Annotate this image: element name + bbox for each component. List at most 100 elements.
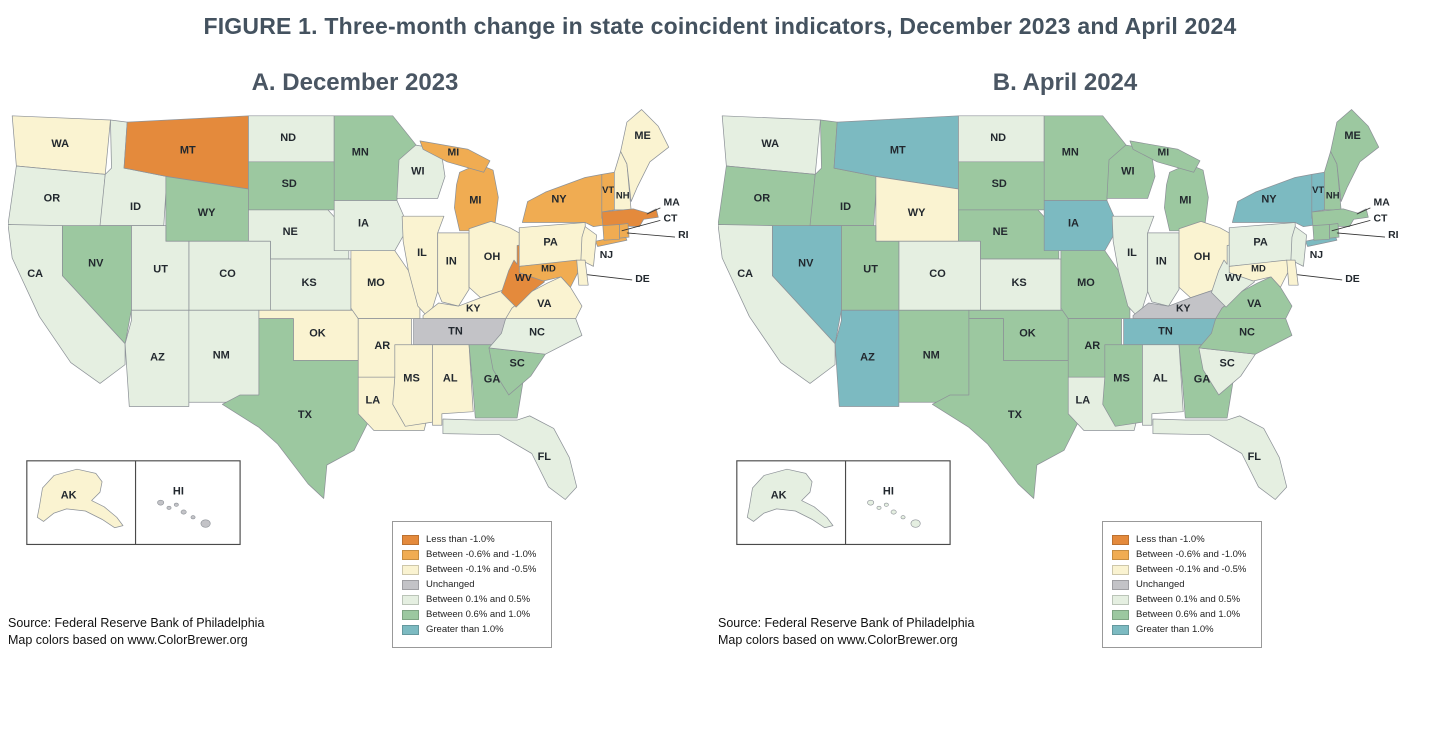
label-OR: OR [754, 193, 771, 205]
label-OH: OH [1194, 251, 1211, 263]
label-MS: MS [1113, 372, 1129, 384]
legend-item-p06_p10: Between 0.6% and 1.0% [1112, 609, 1252, 620]
label-SD: SD [282, 178, 297, 190]
state-AL [432, 344, 474, 426]
state-ME [1330, 109, 1380, 202]
state-TX [931, 318, 1082, 499]
legend-label: Less than -1.0% [426, 534, 495, 545]
leader-RI [626, 232, 676, 238]
label-TN: TN [1158, 325, 1173, 337]
label-WI: WI [1121, 165, 1134, 177]
label-SC: SC [510, 358, 525, 370]
leader-DE [1297, 274, 1343, 281]
label-MS: MS [403, 372, 419, 384]
panel-a-title: A. December 2023 [251, 69, 459, 96]
legend-item-unchanged: Unchanged [402, 579, 542, 590]
legend-swatch-m06_m10 [1112, 549, 1129, 560]
label-TX: TX [298, 409, 313, 421]
state-ME [620, 109, 670, 202]
state-MS [1102, 344, 1143, 427]
label-KS: KS [301, 277, 316, 289]
label-WV: WV [1225, 273, 1242, 284]
source-line1: Source: Federal Reserve Bank of Philadel… [8, 616, 265, 630]
legend-item-p06_p10: Between 0.6% and 1.0% [402, 609, 542, 620]
legend-item-unchanged: Unchanged [1112, 579, 1252, 590]
leader-MA [1356, 207, 1371, 215]
state-HI [876, 505, 882, 510]
inset-box [736, 460, 951, 546]
label-UT: UT [153, 264, 168, 276]
state-MI [1129, 140, 1201, 173]
state-HI [910, 519, 921, 528]
label-MI: MI [1158, 148, 1170, 159]
source-line1: Source: Federal Reserve Bank of Philadel… [718, 616, 975, 630]
legend-item-p01_p05: Between 0.1% and 0.5% [402, 594, 542, 605]
label-MT: MT [890, 144, 906, 156]
legend-label: Between -0.6% and -1.0% [426, 549, 537, 560]
label-WI: WI [411, 165, 424, 177]
label-MI: MI [1179, 195, 1191, 207]
panel-april-2024: B. April 2024 WA OR ID MT WY ND SD NE CO UT NV CA AZ… [710, 42, 1420, 701]
state-HI [180, 509, 187, 515]
label-CT: CT [1374, 213, 1389, 224]
legend-label: Less than -1.0% [1136, 534, 1205, 545]
legend-item-m01_m05: Between -0.1% and -0.5% [402, 564, 542, 575]
state-CT [602, 224, 620, 241]
legend-swatch-p01_p05 [1112, 594, 1129, 605]
leader-CT [621, 219, 661, 232]
label-UT: UT [863, 264, 878, 276]
label-SC: SC [1220, 358, 1235, 370]
label-MT: MT [180, 144, 196, 156]
state-NJ [580, 226, 597, 267]
label-IN: IN [446, 255, 457, 267]
label-AR: AR [1084, 340, 1100, 352]
state-HI [883, 502, 889, 507]
label-NE: NE [283, 226, 298, 238]
legend-item-p01_p05: Between 0.1% and 0.5% [1112, 594, 1252, 605]
label-MO: MO [1077, 277, 1095, 289]
label-TN: TN [448, 325, 463, 337]
legend-label: Between 0.6% and 1.0% [426, 609, 531, 620]
state-CT [1312, 224, 1330, 241]
leader-MA [646, 207, 661, 215]
legend-swatch-p06_p10 [402, 609, 419, 620]
legend-item-m01_m05: Between -0.1% and -0.5% [1112, 564, 1252, 575]
label-WV: WV [515, 273, 532, 284]
label-WY: WY [198, 207, 216, 219]
label-CA: CA [737, 268, 753, 280]
inset-box [26, 460, 241, 546]
label-DE: DE [1345, 274, 1360, 285]
state-MI [419, 140, 491, 173]
legend-swatch-m01_m05 [1112, 564, 1129, 575]
label-RI: RI [1388, 230, 1399, 241]
label-MN: MN [352, 147, 369, 159]
label-PA: PA [543, 236, 558, 248]
state-HI [173, 502, 179, 507]
legend-a: Less than -1.0% Between -0.6% and -1.0% Be… [392, 521, 552, 648]
label-NV: NV [88, 257, 104, 269]
state-TX [221, 318, 372, 499]
label-AZ: AZ [860, 351, 875, 363]
legend-item-gt_p10: Greater than 1.0% [402, 624, 542, 635]
legend-swatch-lt_m10 [1112, 534, 1129, 545]
label-WY: WY [908, 207, 926, 219]
label-VT: VT [602, 184, 614, 195]
label-MA: MA [1374, 198, 1391, 209]
label-OR: OR [44, 193, 61, 205]
state-DE [576, 259, 589, 286]
legend-swatch-gt_p10 [1112, 624, 1129, 635]
state-RI [619, 223, 630, 239]
label-CO: CO [929, 268, 946, 280]
legend-item-m06_m10: Between -0.6% and -1.0% [402, 549, 542, 560]
map-wrap-december: WA OR ID MT WY ND SD NE CO UT NV CA AZ NM KS OK TX MN IA MO… [0, 101, 710, 701]
state-RI [1329, 223, 1340, 239]
label-HI: HI [883, 485, 894, 497]
state-HI [890, 509, 897, 515]
legend-item-lt_m10: Less than -1.0% [402, 534, 542, 545]
label-IA: IA [1068, 218, 1079, 230]
state-FL [442, 415, 578, 500]
figure-title: FIGURE 1. Three-month change in state co… [203, 13, 1237, 39]
panel-b-title: B. April 2024 [992, 69, 1138, 96]
state-HI [166, 505, 172, 510]
legend-label: Between -0.6% and -1.0% [1136, 549, 1247, 560]
